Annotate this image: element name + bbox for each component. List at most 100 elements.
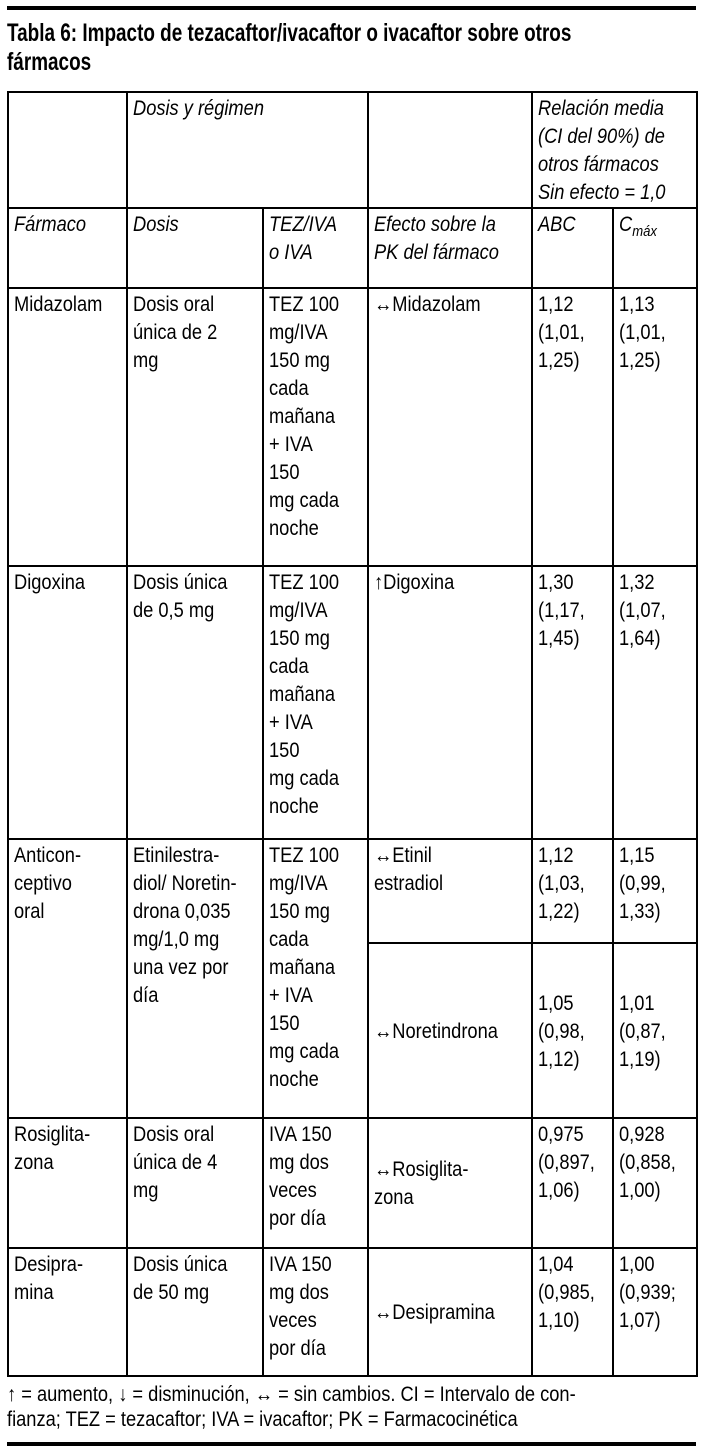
dosis-text: Dosis única de 0,5 mg	[133, 571, 228, 622]
column-header-abc: ABC	[531, 207, 614, 289]
column-header-tez-iva: TEZ/IVA o IVA	[262, 207, 369, 289]
row-digoxina: Digoxina Dosis única de 0,5 mg TEZ 100 m…	[7, 565, 698, 840]
cell-regimen: IVA 150 mg dos veces por día	[262, 1247, 369, 1377]
column-header-abc-label: ABC	[538, 213, 576, 236]
footnote-line-1: ↑ = aumento, ↓ = disminución, ↔ = sin ca…	[7, 1383, 576, 1406]
cmax-value: 1,01 (0,87, 1,19)	[619, 991, 666, 1071]
row-anticonceptivo-noretindrona: ↔Noretindrona 1,05 (0,98, 1,12) 1,01 (0,…	[8, 942, 698, 1119]
table-footnote: ↑ = aumento, ↓ = disminución, ↔ = sin ca…	[7, 1382, 696, 1432]
cell-abc: 1,04 (0,985, 1,10)	[531, 1247, 614, 1377]
cmax-value: 1,15 (0,99, 1,33)	[619, 844, 666, 923]
group-header-relacion-media-cell: Relación media (CI del 90%) de otros fár…	[531, 91, 698, 209]
cell-cmax: 1,15 (0,99, 1,33)	[612, 838, 698, 944]
farmaco-name: Midazolam	[14, 293, 103, 316]
top-rule	[7, 6, 696, 10]
cell-farmaco: Anticon- ceptivo oral	[7, 838, 128, 1119]
abc-value: 1,12 (1,01, 1,25)	[538, 293, 585, 372]
efecto-text: ↔Noretindrona	[374, 1019, 498, 1043]
abc-value: 1,05 (0,98, 1,12)	[538, 991, 585, 1071]
abc-value: 1,30 (1,17, 1,45)	[538, 571, 585, 650]
column-header-efecto-pk-label: Efecto sobre la PK del fármaco	[374, 213, 499, 264]
cell-dosis: Dosis oral única de 4 mg	[126, 1117, 264, 1249]
cell-farmaco: Desipra- mina	[7, 1247, 128, 1377]
cell-regimen: TEZ 100 mg/IVA 150 mg cada mañana + IVA …	[262, 565, 369, 840]
cell-dosis: Dosis única de 0,5 mg	[126, 565, 264, 840]
cell-farmaco: Digoxina	[7, 565, 128, 840]
group-header-dosis-regimen-cell: Dosis y régimen	[126, 91, 369, 209]
cell-dosis: Dosis oral única de 2 mg	[126, 287, 264, 567]
column-header-dosis-label: Dosis	[133, 213, 179, 236]
cmax-value: 1,13 (1,01, 1,25)	[619, 293, 666, 372]
dosis-text: Dosis oral única de 2 mg	[133, 293, 218, 372]
cell-abc: 1,12 (1,01, 1,25)	[531, 287, 614, 567]
page-title: Tabla 6: Impacto de tezacaftor/ivacaftor…	[7, 19, 696, 77]
cmax-subscript: máx	[632, 223, 657, 241]
cell-cmax: 1,32 (1,07, 1,64)	[612, 565, 698, 840]
cell-efecto: ↔Rosiglita- zona	[367, 1117, 533, 1249]
dosis-text: Dosis única de 50 mg	[133, 1253, 228, 1304]
efecto-text: ↔Etinil estradiol	[374, 844, 444, 895]
cell-dosis: Etinilestra- diol/ Noretin- drona 0,035 …	[126, 838, 264, 1119]
group-header-empty-efecto-cell	[367, 91, 533, 209]
cmax-value: 0,928 (0,858, 1,00)	[619, 1123, 676, 1202]
column-header-cmax: Cmáx	[612, 207, 698, 289]
regimen-text: TEZ 100 mg/IVA 150 mg cada mañana + IVA …	[269, 293, 340, 540]
cell-efecto: ↔Desipramina	[367, 1247, 533, 1377]
footnote-line-2: fianza; TEZ = tezacaftor; IVA = ivacafto…	[7, 1408, 518, 1431]
column-header-row: Fármaco Dosis TEZ/IVA o IVA Efecto sobre…	[7, 207, 698, 289]
row-midazolam: Midazolam Dosis oral única de 2 mg TEZ 1…	[7, 287, 698, 567]
cell-regimen: TEZ 100 mg/IVA 150 mg cada mañana + IVA …	[262, 838, 369, 1119]
cell-cmax: 1,01 (0,87, 1,19)	[612, 942, 698, 1119]
farmaco-name: Desipra- mina	[14, 1253, 84, 1304]
abc-value: 1,12 (1,03, 1,22)	[538, 844, 585, 923]
group-header-row: Dosis y régimen Relación media (CI del 9…	[7, 91, 698, 209]
cell-farmaco: Rosiglita- zona	[7, 1117, 128, 1249]
row-rosiglitazona: Rosiglita- zona Dosis oral única de 4 mg…	[7, 1117, 698, 1249]
abc-value: 0,975 (0,897, 1,06)	[538, 1123, 595, 1202]
cell-regimen: TEZ 100 mg/IVA 150 mg cada mañana + IVA …	[262, 287, 369, 567]
farmaco-name: Digoxina	[14, 571, 86, 594]
row-anticonceptivo-etinilestradiol: Anticon- ceptivo oral Etinilestra- diol/…	[7, 838, 698, 1119]
column-header-cmax-label: Cmáx	[619, 211, 694, 246]
cell-dosis: Dosis única de 50 mg	[126, 1247, 264, 1377]
farmaco-name: Rosiglita- zona	[14, 1123, 91, 1174]
column-header-farmaco-label: Fármaco	[14, 213, 87, 236]
cell-efecto: ↔Noretindrona	[367, 942, 533, 1119]
cell-efecto: ↔Etinil estradiol	[367, 838, 533, 944]
efecto-text: ↑Digoxina	[374, 571, 455, 594]
group-header-dosis-regimen-label: Dosis y régimen	[133, 97, 264, 120]
cmax-base: C	[619, 213, 633, 236]
dosis-text: Etinilestra- diol/ Noretin- drona 0,035 …	[133, 844, 237, 1007]
regimen-text: IVA 150 mg dos veces por día	[269, 1123, 332, 1230]
cell-efecto: ↔Midazolam	[367, 287, 533, 567]
cell-regimen: IVA 150 mg dos veces por día	[262, 1117, 369, 1249]
cell-efecto: ↑Digoxina	[367, 565, 533, 840]
row-desipramina: Desipra- mina Dosis única de 50 mg IVA 1…	[7, 1247, 698, 1377]
column-header-dosis: Dosis	[126, 207, 264, 289]
cell-abc: 0,975 (0,897, 1,06)	[531, 1117, 614, 1249]
drug-interaction-table: Dosis y régimen Relación media (CI del 9…	[7, 91, 698, 1377]
group-header-empty-farmaco-cell	[7, 91, 128, 209]
group-header-relacion-media-label: Relación media (CI del 90%) de otros fár…	[538, 97, 666, 204]
efecto-text: ↔Midazolam	[374, 293, 481, 316]
column-header-farmaco: Fármaco	[7, 207, 128, 289]
column-header-efecto-pk: Efecto sobre la PK del fármaco	[367, 207, 533, 289]
regimen-text: IVA 150 mg dos veces por día	[269, 1253, 332, 1360]
cmax-value: 1,00 (0,939; 1,07)	[619, 1253, 676, 1332]
efecto-text: ↔Rosiglita- zona	[374, 1158, 469, 1209]
farmaco-name: Anticon- ceptivo oral	[14, 844, 82, 923]
cell-cmax: 1,00 (0,939; 1,07)	[612, 1247, 698, 1377]
regimen-text: TEZ 100 mg/IVA 150 mg cada mañana + IVA …	[269, 571, 340, 818]
page-title-text: Tabla 6: Impacto de tezacaftor/ivacaftor…	[7, 19, 572, 76]
abc-value: 1,04 (0,985, 1,10)	[538, 1253, 595, 1332]
cmax-value: 1,32 (1,07, 1,64)	[619, 571, 666, 650]
bottom-rule	[7, 1442, 696, 1446]
dosis-text: Dosis oral única de 4 mg	[133, 1123, 218, 1202]
cell-cmax: 1,13 (1,01, 1,25)	[612, 287, 698, 567]
cell-abc: 1,30 (1,17, 1,45)	[531, 565, 614, 840]
column-header-tez-iva-label: TEZ/IVA o IVA	[269, 213, 338, 264]
regimen-text: TEZ 100 mg/IVA 150 mg cada mañana + IVA …	[269, 844, 340, 1091]
cell-abc: 1,05 (0,98, 1,12)	[531, 942, 614, 1119]
cell-abc: 1,12 (1,03, 1,22)	[531, 838, 614, 944]
